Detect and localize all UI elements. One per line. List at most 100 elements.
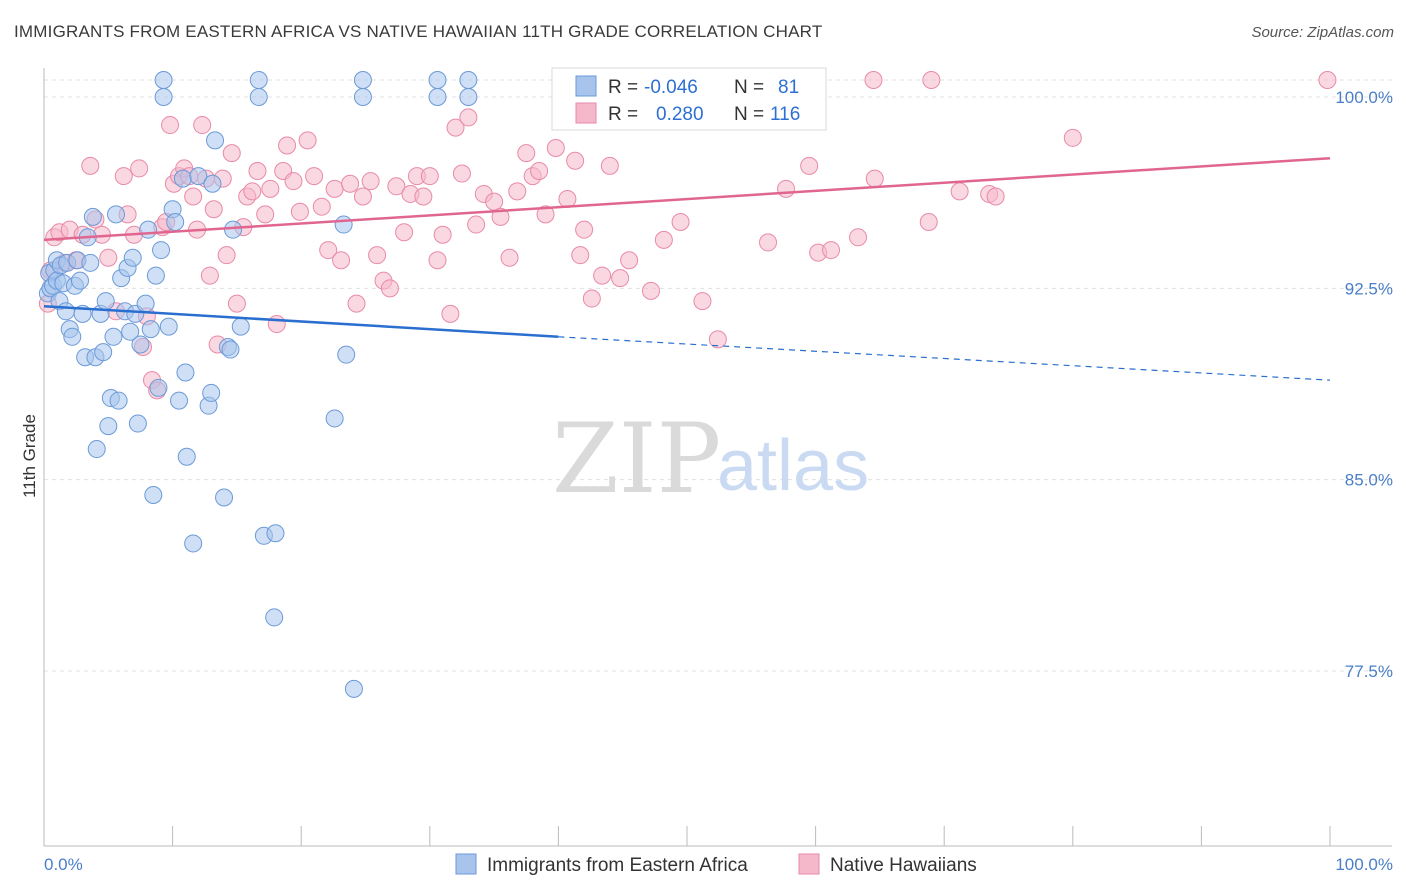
series-legend: Immigrants from Eastern Africa Native Ha… (455, 853, 977, 876)
gridlines (44, 79, 1392, 672)
data-point-native-hawaiians (1318, 71, 1337, 89)
data-point-native-hawaiians (130, 159, 149, 178)
correlation-legend: R = -0.046 N = 81 R = 0.280 N = 116 (551, 67, 827, 131)
data-point-native-hawaiians (222, 144, 241, 163)
data-point-native-hawaiians (508, 182, 527, 201)
data-point-native-hawaiians (184, 187, 203, 206)
data-point-native-hawaiians (81, 156, 100, 175)
data-point-immigrants-eastern-africa (231, 317, 250, 336)
axes (43, 68, 1392, 847)
data-point-native-hawaiians (414, 187, 433, 206)
data-point-immigrants-eastern-africa (121, 322, 140, 341)
y-axis-label: 11th Grade (20, 414, 39, 498)
data-point-native-hawaiians (582, 289, 601, 308)
data-point-native-hawaiians (620, 251, 639, 270)
legend-n-value-blue: 81 (778, 77, 799, 98)
legend-swatch-blue (575, 75, 597, 97)
data-point-immigrants-eastern-africa (249, 71, 268, 89)
chart-title: IMMIGRANTS FROM EASTERN AFRICA VS NATIVE… (14, 22, 823, 41)
data-point-immigrants-eastern-africa (96, 292, 115, 311)
data-point-native-hawaiians (654, 230, 673, 249)
data-point-immigrants-eastern-africa (94, 343, 113, 362)
bottom-legend-label-pink: Native Hawaiians (830, 855, 977, 876)
data-point-native-hawaiians (161, 116, 180, 135)
data-point-native-hawaiians (566, 151, 585, 170)
data-point-immigrants-eastern-africa (173, 169, 192, 188)
data-point-native-hawaiians (319, 241, 338, 260)
data-point-immigrants-eastern-africa (266, 524, 285, 543)
watermark: ZIP atlas (552, 403, 869, 515)
data-point-native-hawaiians (361, 172, 380, 191)
data-point-native-hawaiians (114, 167, 133, 186)
data-point-native-hawaiians (986, 187, 1005, 206)
data-point-immigrants-eastern-africa (56, 302, 75, 321)
data-point-native-hawaiians (922, 71, 941, 89)
data-point-immigrants-eastern-africa (334, 215, 353, 234)
data-point-native-hawaiians (193, 116, 212, 135)
data-point-native-hawaiians (536, 205, 555, 224)
data-point-native-hawaiians (341, 174, 360, 193)
trendline-immigrants-eastern-africa (43, 304, 559, 339)
data-point-native-hawaiians (332, 251, 351, 270)
data-point-immigrants-eastern-africa (184, 534, 203, 553)
data-point-native-hawaiians (312, 197, 331, 216)
legend-n-value-pink: 116 (770, 104, 800, 125)
data-point-immigrants-eastern-africa (249, 88, 268, 106)
trendline-native-hawaiians (43, 156, 1331, 242)
data-point-immigrants-eastern-africa (176, 363, 195, 382)
data-point-immigrants-eastern-africa (152, 241, 171, 260)
data-point-immigrants-eastern-africa (203, 174, 222, 193)
data-point-immigrants-eastern-africa (63, 327, 82, 346)
data-point-native-hawaiians (227, 294, 246, 313)
x-tick-label-min: 0.0% (44, 855, 83, 874)
data-point-native-hawaiians (777, 179, 796, 198)
legend-r-label-blue: R = (608, 77, 638, 98)
y-tick-label: 92.5% (1345, 279, 1393, 298)
data-point-native-hawaiians (546, 139, 565, 158)
data-point-native-hawaiians (441, 304, 460, 323)
data-point-native-hawaiians (759, 233, 778, 252)
data-point-immigrants-eastern-africa (353, 88, 372, 106)
data-point-immigrants-eastern-africa (337, 345, 356, 364)
data-point-native-hawaiians (217, 246, 236, 265)
data-point-immigrants-eastern-africa (459, 71, 478, 89)
data-point-native-hawaiians (1063, 128, 1082, 147)
data-point-native-hawaiians (558, 190, 577, 209)
data-point-native-hawaiians (99, 248, 118, 267)
data-point-native-hawaiians (517, 144, 536, 163)
data-point-immigrants-eastern-africa (104, 327, 123, 346)
x-tick-label-max: 100.0% (1335, 855, 1393, 874)
data-point-immigrants-eastern-africa (87, 440, 106, 459)
data-point-immigrants-eastern-africa (141, 320, 160, 339)
data-point-immigrants-eastern-africa (159, 317, 178, 336)
y-tick-label: 100.0% (1335, 88, 1393, 107)
data-point-native-hawaiians (919, 213, 938, 232)
data-point-native-hawaiians (200, 266, 219, 285)
data-point-native-hawaiians (822, 241, 841, 260)
data-point-native-hawaiians (305, 167, 324, 186)
data-point-immigrants-eastern-africa (189, 167, 208, 186)
legend-n-label-blue: N = (734, 77, 764, 98)
data-point-native-hawaiians (641, 281, 660, 300)
data-point-native-hawaiians (491, 207, 510, 226)
data-point-native-hawaiians (428, 251, 447, 270)
data-point-native-hawaiians (611, 269, 630, 288)
legend-r-value-pink: 0.280 (656, 104, 704, 125)
watermark-atlas: atlas (717, 426, 869, 506)
data-point-immigrants-eastern-africa (107, 205, 126, 224)
data-point-immigrants-eastern-africa (81, 253, 100, 272)
data-point-immigrants-eastern-africa (136, 294, 155, 313)
legend-r-value-blue: -0.046 (644, 77, 698, 98)
data-point-native-hawaiians (485, 192, 504, 211)
data-point-immigrants-eastern-africa (149, 378, 168, 397)
data-point-immigrants-eastern-africa (144, 485, 163, 504)
data-point-native-hawaiians (452, 164, 471, 183)
y-tick-label: 77.5% (1345, 662, 1393, 681)
watermark-zip: ZIP (552, 403, 721, 515)
data-point-native-hawaiians (849, 228, 868, 247)
data-point-immigrants-eastern-africa (202, 383, 221, 402)
y-tick-label: 85.0% (1345, 471, 1393, 490)
series-immigrants-eastern-africa (38, 71, 478, 698)
data-point-native-hawaiians (864, 71, 883, 89)
